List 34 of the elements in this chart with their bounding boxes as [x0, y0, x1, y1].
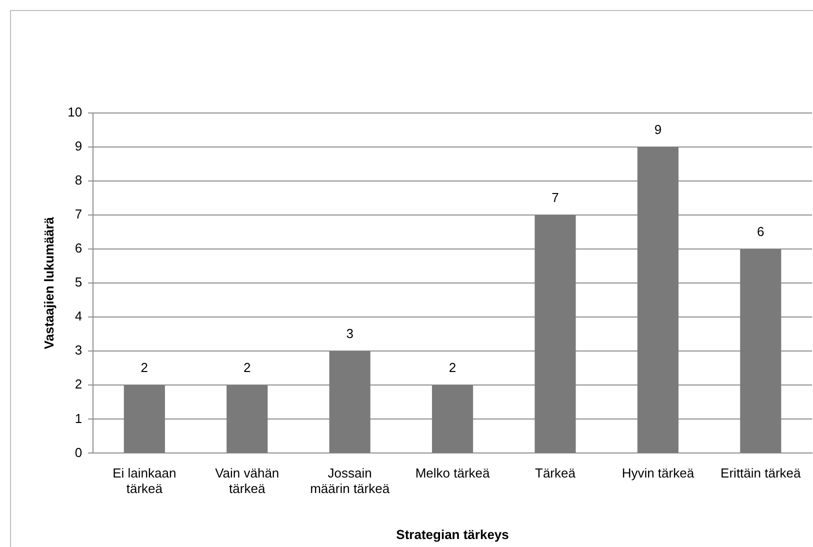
bar	[226, 385, 268, 453]
y-tick-label: 7	[74, 206, 82, 222]
x-tick-label: Melko tärkeä	[415, 466, 491, 481]
bar	[329, 351, 370, 453]
bar	[432, 385, 474, 453]
x-tick-label: Jossain määrin tärkeä	[310, 466, 390, 496]
x-tick-label: Vain vähän tärkeä	[215, 466, 280, 496]
y-tick-label: 9	[74, 138, 82, 154]
x-axis-title: Strategian tärkeys	[396, 526, 509, 542]
bar	[637, 147, 678, 453]
data-label: 9	[654, 122, 662, 138]
x-tick-label: Tärkeä	[535, 466, 576, 481]
y-tick-label: 0	[74, 444, 82, 460]
y-axis-title: Vastaajien lukumäärä	[41, 216, 56, 350]
bar	[740, 249, 782, 453]
data-label: 7	[552, 190, 559, 206]
y-tick-label: 3	[74, 342, 82, 358]
x-tick-label: Ei lainkaan tärkeä	[112, 466, 176, 496]
bar	[124, 385, 165, 453]
y-tick-label: 5	[74, 274, 82, 290]
data-label: 2	[244, 360, 251, 376]
data-label: 6	[757, 224, 764, 240]
bar	[534, 215, 576, 453]
y-tick-label: 10	[68, 104, 82, 120]
y-tick-label: 1	[74, 410, 82, 426]
y-tick-label: 2	[74, 376, 82, 392]
x-tick-label: Erittäin tärkeä	[720, 466, 802, 481]
data-label: 2	[448, 360, 456, 376]
y-tick-label: 4	[74, 308, 82, 324]
y-tick-label: 8	[74, 172, 82, 188]
data-label: 2	[140, 360, 148, 376]
data-label: 3	[346, 326, 354, 342]
y-tick-label: 6	[74, 240, 82, 256]
x-tick-label: Hyvin tärkeä	[622, 466, 695, 481]
